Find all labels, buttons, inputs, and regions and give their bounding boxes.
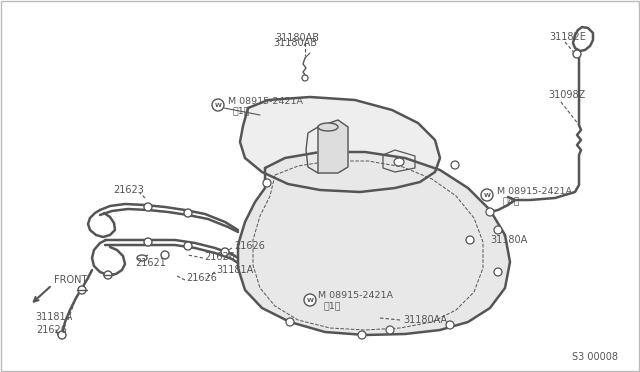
- Circle shape: [104, 271, 112, 279]
- Circle shape: [494, 268, 502, 276]
- Circle shape: [573, 50, 581, 58]
- Text: 31180A: 31180A: [490, 235, 527, 245]
- Circle shape: [161, 251, 169, 259]
- Text: M 08915-2421A: M 08915-2421A: [228, 96, 303, 106]
- Text: （1）: （1）: [233, 106, 250, 115]
- Text: 21623: 21623: [113, 185, 144, 195]
- Text: 21626: 21626: [234, 241, 265, 251]
- Polygon shape: [240, 97, 440, 192]
- Ellipse shape: [137, 255, 147, 261]
- Ellipse shape: [394, 158, 404, 166]
- Circle shape: [184, 209, 192, 217]
- Circle shape: [263, 179, 271, 187]
- Circle shape: [144, 238, 152, 246]
- Text: 31181A: 31181A: [216, 265, 253, 275]
- Ellipse shape: [318, 123, 338, 131]
- Text: （4）: （4）: [503, 196, 520, 205]
- Text: M 08915-2421A: M 08915-2421A: [497, 186, 572, 196]
- Circle shape: [386, 326, 394, 334]
- Circle shape: [221, 248, 229, 256]
- Circle shape: [358, 331, 366, 339]
- Text: S3 00008: S3 00008: [572, 352, 618, 362]
- Text: 31180AA: 31180AA: [403, 315, 447, 325]
- Circle shape: [302, 75, 308, 81]
- Text: （1）: （1）: [324, 301, 342, 311]
- Circle shape: [212, 99, 224, 111]
- Text: 31180AB: 31180AB: [273, 38, 317, 48]
- Text: 21626: 21626: [186, 273, 217, 283]
- Text: M 08915-2421A: M 08915-2421A: [318, 292, 393, 301]
- Text: 31098Z: 31098Z: [548, 90, 585, 100]
- Circle shape: [466, 236, 474, 244]
- Circle shape: [486, 208, 494, 216]
- Circle shape: [184, 242, 192, 250]
- Text: FRONT: FRONT: [54, 275, 88, 285]
- Text: 31181A: 31181A: [35, 312, 72, 322]
- Text: 21626: 21626: [204, 252, 235, 262]
- Text: W: W: [214, 103, 221, 108]
- Text: W: W: [484, 192, 490, 198]
- Text: 31182E: 31182E: [549, 32, 586, 42]
- Text: W: W: [307, 298, 314, 302]
- Circle shape: [481, 189, 493, 201]
- Circle shape: [144, 203, 152, 211]
- Polygon shape: [318, 120, 348, 173]
- Circle shape: [494, 226, 502, 234]
- Text: 21621: 21621: [135, 258, 166, 268]
- Text: 21626: 21626: [36, 325, 67, 335]
- Circle shape: [286, 318, 294, 326]
- Polygon shape: [238, 152, 510, 335]
- Circle shape: [78, 286, 86, 294]
- Circle shape: [304, 294, 316, 306]
- Circle shape: [451, 161, 459, 169]
- Circle shape: [446, 321, 454, 329]
- Text: 31180AB: 31180AB: [275, 33, 319, 43]
- Circle shape: [58, 331, 66, 339]
